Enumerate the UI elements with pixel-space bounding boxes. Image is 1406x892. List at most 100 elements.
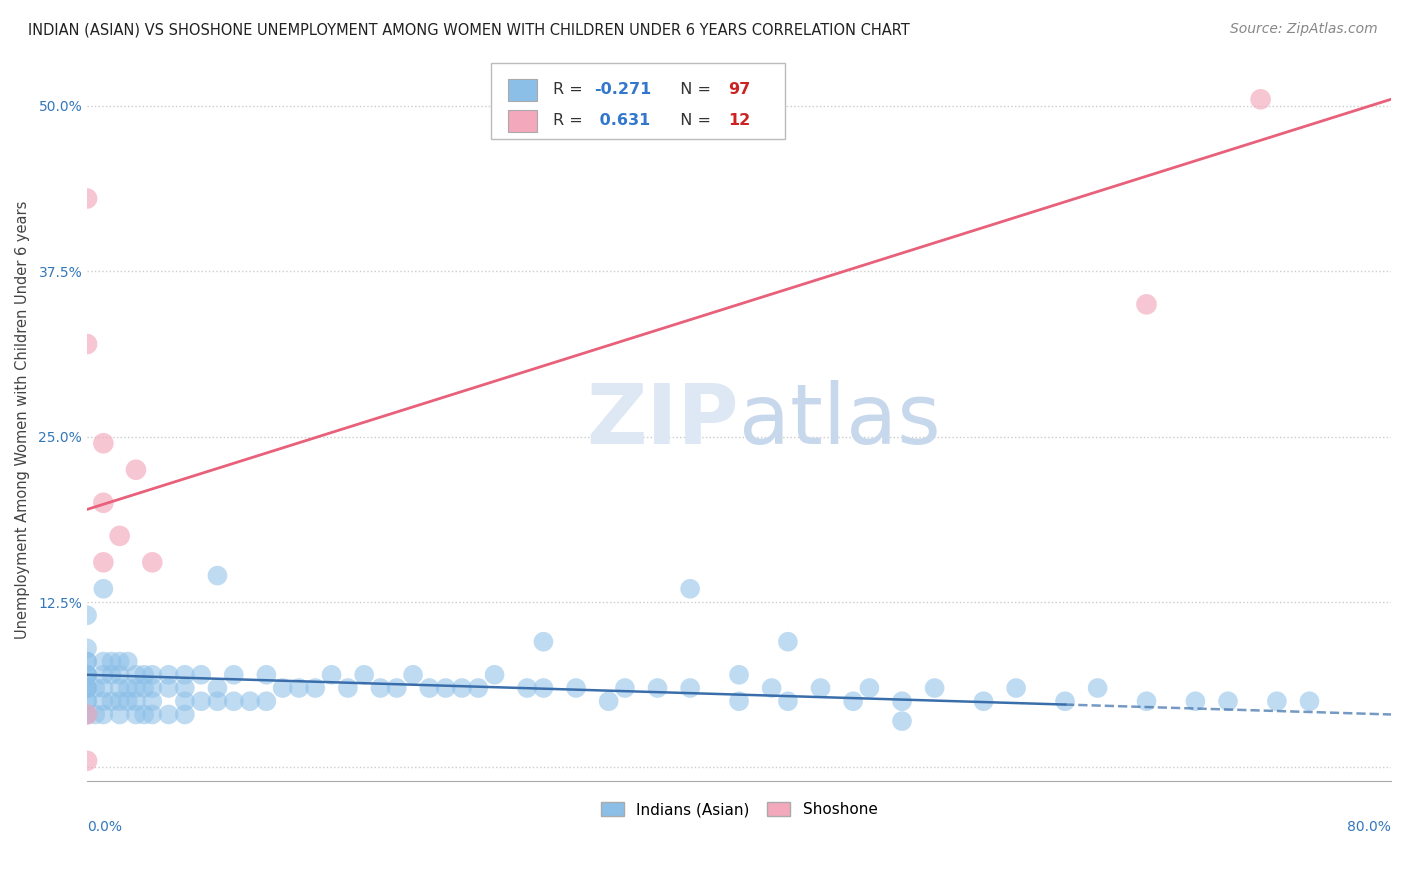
Point	[776, 694, 799, 708]
Point	[484, 667, 506, 681]
Point	[254, 694, 277, 708]
Text: atlas: atlas	[740, 380, 941, 460]
Legend: Indians (Asian), Shoshone: Indians (Asian), Shoshone	[595, 796, 883, 823]
Point	[117, 681, 139, 695]
Point	[239, 694, 262, 708]
Point	[125, 463, 148, 477]
Point	[76, 192, 98, 206]
Point	[125, 681, 148, 695]
Point	[1135, 297, 1157, 311]
Point	[76, 337, 98, 351]
Point	[157, 667, 180, 681]
Point	[776, 634, 799, 648]
Text: -0.271: -0.271	[595, 82, 651, 97]
Point	[190, 694, 212, 708]
Point	[728, 667, 751, 681]
Point	[108, 694, 131, 708]
Point	[93, 694, 115, 708]
Point	[100, 655, 122, 669]
Point	[76, 667, 98, 681]
FancyBboxPatch shape	[491, 63, 785, 139]
Point	[1135, 694, 1157, 708]
Point	[117, 655, 139, 669]
Point	[173, 667, 195, 681]
Point	[125, 667, 148, 681]
Point	[402, 667, 425, 681]
Point	[134, 707, 156, 722]
Point	[141, 667, 163, 681]
Point	[891, 694, 914, 708]
Point	[467, 681, 489, 695]
Point	[304, 681, 326, 695]
Text: N =: N =	[669, 82, 716, 97]
Point	[93, 655, 115, 669]
Point	[288, 681, 311, 695]
Point	[810, 681, 832, 695]
Point	[370, 681, 392, 695]
Text: ZIP: ZIP	[586, 380, 740, 460]
Point	[84, 681, 107, 695]
Point	[598, 694, 620, 708]
Point	[108, 529, 131, 543]
Text: N =: N =	[669, 113, 716, 128]
Point	[108, 655, 131, 669]
Point	[761, 681, 783, 695]
Point	[76, 667, 98, 681]
Point	[100, 694, 122, 708]
Point	[1053, 694, 1076, 708]
Point	[76, 667, 98, 681]
Point	[1250, 92, 1272, 106]
Point	[858, 681, 880, 695]
Point	[134, 667, 156, 681]
Point	[76, 681, 98, 695]
Point	[141, 707, 163, 722]
Point	[141, 681, 163, 695]
Point	[254, 667, 277, 681]
Point	[516, 681, 538, 695]
Point	[125, 707, 148, 722]
Point	[134, 681, 156, 695]
Text: INDIAN (ASIAN) VS SHOSHONE UNEMPLOYMENT AMONG WOMEN WITH CHILDREN UNDER 6 YEARS : INDIAN (ASIAN) VS SHOSHONE UNEMPLOYMENT …	[28, 22, 910, 37]
Point	[76, 707, 98, 722]
Point	[93, 555, 115, 569]
Point	[647, 681, 669, 695]
Point	[207, 681, 229, 695]
Point	[157, 681, 180, 695]
FancyBboxPatch shape	[508, 79, 537, 101]
Point	[1216, 694, 1239, 708]
Text: 12: 12	[728, 113, 751, 128]
Point	[973, 694, 995, 708]
Point	[100, 667, 122, 681]
Point	[891, 714, 914, 728]
Point	[924, 681, 946, 695]
Point	[76, 681, 98, 695]
Point	[93, 582, 115, 596]
Point	[271, 681, 294, 695]
Point	[565, 681, 588, 695]
Point	[173, 681, 195, 695]
Point	[76, 754, 98, 768]
Point	[93, 681, 115, 695]
Point	[533, 681, 555, 695]
Point	[117, 694, 139, 708]
Point	[108, 681, 131, 695]
Point	[141, 555, 163, 569]
Point	[93, 667, 115, 681]
Point	[1265, 694, 1288, 708]
Point	[728, 694, 751, 708]
Point	[679, 681, 702, 695]
Text: R =: R =	[553, 113, 588, 128]
Point	[207, 694, 229, 708]
Point	[93, 707, 115, 722]
Text: 0.0%: 0.0%	[87, 821, 122, 834]
Point	[76, 681, 98, 695]
Point	[93, 496, 115, 510]
Point	[842, 694, 865, 708]
Point	[108, 667, 131, 681]
Text: 0.631: 0.631	[595, 113, 651, 128]
Point	[141, 694, 163, 708]
Point	[385, 681, 408, 695]
Point	[125, 694, 148, 708]
Text: 97: 97	[728, 82, 751, 97]
Point	[173, 707, 195, 722]
